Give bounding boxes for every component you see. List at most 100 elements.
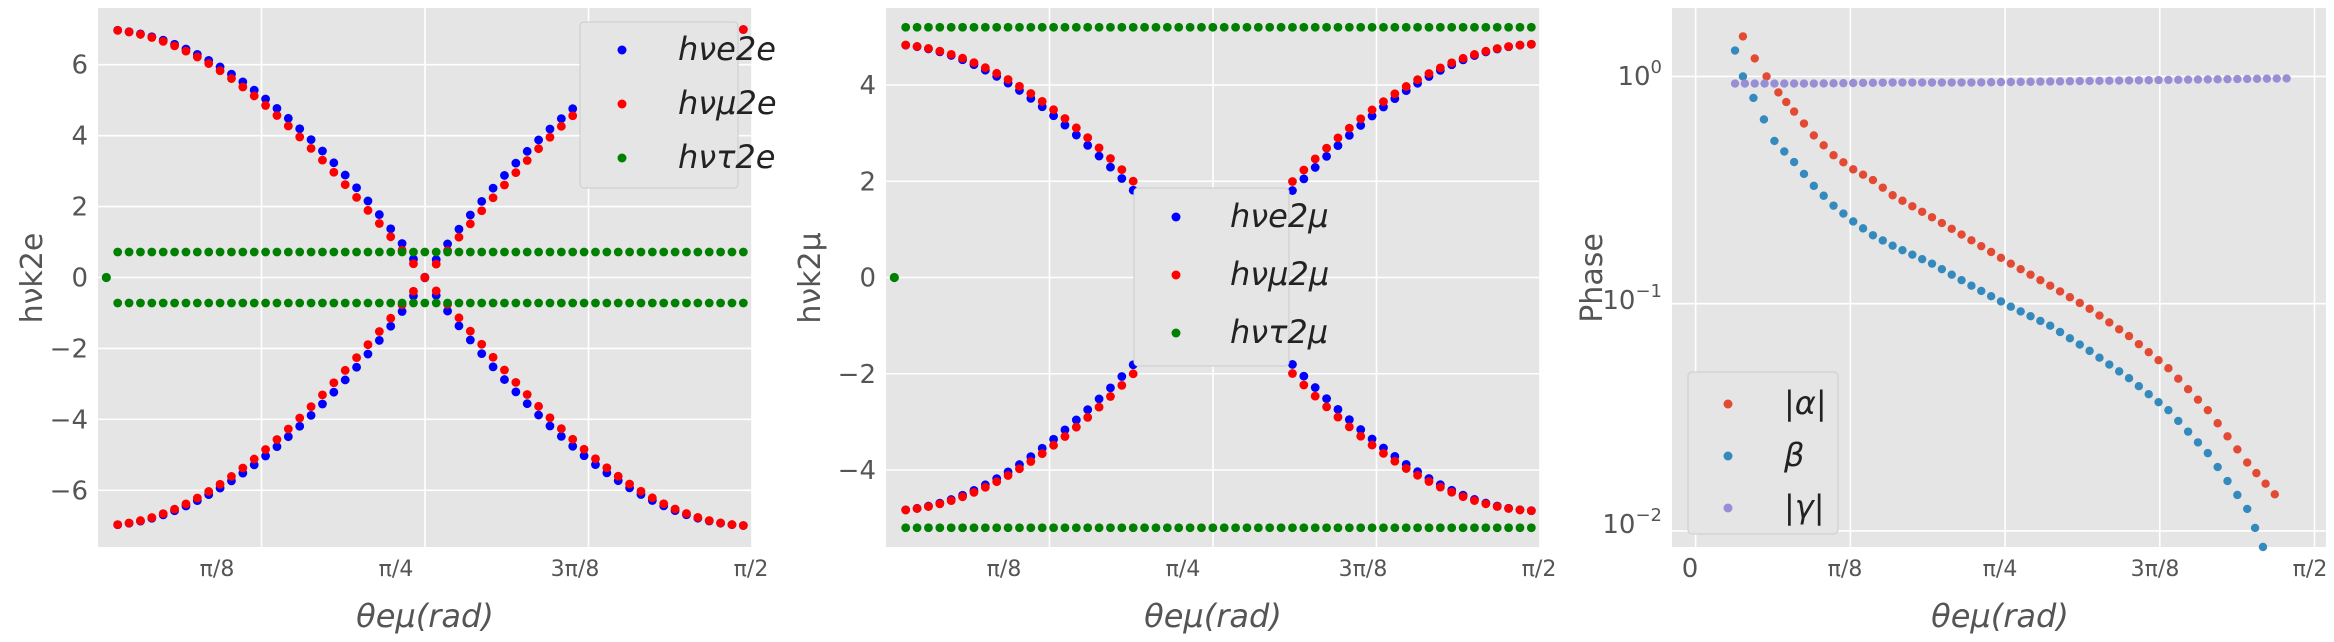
svg-text:3π/8: 3π/8 [1339, 557, 1388, 582]
data-point [625, 298, 634, 308]
data-point [454, 298, 464, 308]
legend-label: hνμ2μ [1230, 255, 1329, 293]
data-point [1759, 115, 1769, 124]
data-point [2252, 74, 2262, 83]
data-point [1435, 22, 1445, 32]
legend-marker [1723, 503, 1733, 513]
x-tick-label: π/4 [1166, 557, 1201, 582]
data-point [2203, 405, 2213, 415]
legend: |α| β |γ| [1687, 371, 1839, 535]
data-point [158, 36, 168, 46]
data-point [500, 247, 509, 257]
data-point [409, 298, 418, 308]
data-point [2095, 76, 2104, 86]
data-point [318, 298, 327, 308]
data-point [1390, 89, 1400, 99]
data-point [386, 247, 396, 257]
data-point [1526, 506, 1536, 516]
data-point [1927, 259, 1937, 268]
data-point [409, 247, 418, 257]
data-point [147, 513, 157, 522]
data-point [465, 326, 475, 336]
data-point [1333, 22, 1343, 32]
svg-text:10−2: 10−2 [1602, 505, 1662, 540]
data-point [477, 206, 487, 216]
data-point [1071, 130, 1081, 140]
data-point [158, 509, 168, 519]
data-point [1458, 53, 1468, 63]
data-point [1060, 425, 1070, 435]
data-point [1037, 22, 1047, 32]
data-point [579, 298, 589, 308]
data-point [1128, 22, 1138, 32]
data-point [1162, 523, 1172, 533]
data-point [1106, 392, 1115, 401]
legend-label: hνe2μ [1230, 197, 1329, 235]
data-point [272, 111, 282, 120]
data-point [1947, 270, 1956, 279]
data-point [295, 124, 305, 134]
panel-h2e: −6 −4 −2 0 2 4 6 π/8 π/4 3π/8 π/2 θeμ(rad) hνk… [15, 8, 777, 635]
data-point [1390, 523, 1400, 533]
data-point [386, 298, 396, 308]
svg-text:π/4: π/4 [1166, 557, 1201, 582]
data-point [511, 387, 521, 397]
data-point [935, 46, 945, 56]
data-point [522, 247, 532, 257]
data-point [306, 135, 316, 145]
data-point [1458, 523, 1468, 533]
data-point [1060, 22, 1070, 32]
data-point [465, 247, 475, 257]
data-point [113, 247, 123, 257]
data-point [1888, 191, 1897, 200]
data-point [1356, 425, 1366, 434]
data-point [386, 224, 396, 234]
y-tick-label: 0 [859, 264, 876, 294]
data-point [1083, 412, 1093, 422]
data-point [1299, 371, 1309, 381]
data-point [625, 479, 634, 489]
data-point [2183, 385, 2193, 394]
data-point [1492, 22, 1502, 32]
data-point [227, 298, 236, 308]
data-point [1986, 247, 1996, 257]
data-point [306, 298, 316, 308]
data-point [992, 477, 1002, 487]
data-point [1458, 22, 1468, 32]
data-point [1379, 97, 1388, 106]
data-point [1344, 123, 1354, 133]
svg-text:π/4: π/4 [379, 557, 414, 582]
data-point [272, 298, 282, 308]
x-tick-labels: 0 π/8 π/4 3π/8 π/2 [1682, 554, 2328, 584]
data-point [2282, 74, 2291, 83]
data-point [397, 239, 407, 248]
data-point [295, 132, 305, 142]
data-point [2124, 331, 2134, 341]
data-point [511, 168, 521, 177]
data-point [1447, 58, 1457, 68]
data-point [1760, 79, 1769, 88]
legend-label: |γ| [1784, 488, 1825, 526]
data-point [204, 247, 214, 257]
data-point [2154, 75, 2163, 85]
data-point [1898, 196, 1907, 205]
data-point [363, 196, 373, 206]
data-point [465, 298, 475, 308]
data-point [2193, 438, 2203, 447]
legend-label: hνe2e [678, 30, 776, 68]
data-point [1470, 22, 1479, 32]
data-point [1344, 22, 1354, 32]
y-tick-label: 2 [859, 167, 876, 197]
data-point [2164, 405, 2173, 415]
data-point [272, 247, 282, 257]
data-point [1219, 523, 1229, 533]
svg-text:0: 0 [1682, 554, 1699, 584]
data-point [969, 22, 979, 32]
data-point [454, 313, 464, 323]
data-point [306, 402, 316, 412]
data-point [1927, 78, 1937, 87]
data-point [2213, 75, 2222, 84]
data-point [568, 434, 578, 444]
legend-label: hντ2μ [1230, 313, 1328, 351]
legend-marker [617, 45, 627, 55]
